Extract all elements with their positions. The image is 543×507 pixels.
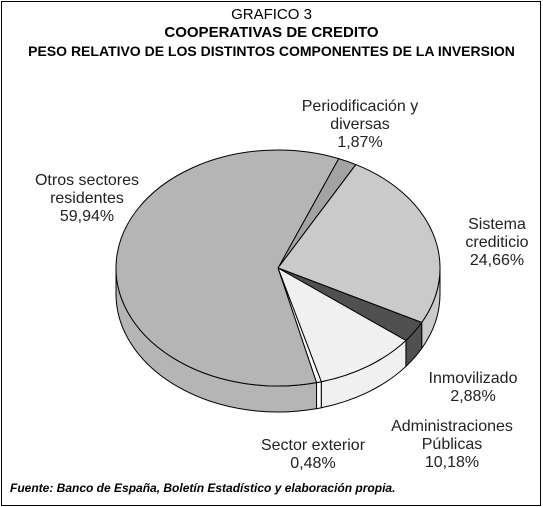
source-note: Fuente: Banco de España, Boletín Estadís… — [10, 481, 396, 495]
chart-subtitle: PESO RELATIVO DE LOS DISTINTOS COMPONENT… — [28, 43, 515, 59]
slice-label: Sistema crediticio 24,66% — [457, 216, 537, 270]
value-label: 0,48% — [290, 455, 336, 472]
pie — [115, 149, 441, 413]
pie-slice — [115, 149, 340, 387]
slice-label: Administraciones Públicas 10,18% — [387, 418, 517, 472]
value-label: 1,87% — [337, 134, 383, 151]
category-label: Otros sectores residentes — [34, 172, 140, 207]
category-label: Sistema crediticio — [465, 216, 529, 251]
slice-label: Otros sectores residentes 59,94% — [27, 172, 147, 226]
category-label: Administraciones Públicas — [391, 418, 513, 453]
pie-side — [316, 381, 322, 410]
value-label: 24,66% — [469, 252, 525, 269]
chart-title: GRAFICO 3 — [231, 6, 312, 23]
slice-label: Sector exterior 0,48% — [261, 437, 365, 473]
value-label: 10,18% — [424, 454, 480, 471]
slice-label: Periodificación y diversas 1,87% — [295, 98, 425, 152]
category-label: Sector exterior — [260, 437, 366, 454]
value-label: 59,94% — [59, 208, 115, 225]
chart-subtitle: COOPERATIVAS DE CREDITO — [164, 24, 379, 41]
pie-slice — [277, 266, 407, 383]
slice-label: Inmovilizado 2,88% — [429, 370, 518, 406]
category-label: Inmovilizado — [428, 370, 518, 387]
value-label: 2,88% — [450, 388, 496, 405]
category-label: Periodificación y diversas — [301, 98, 419, 133]
